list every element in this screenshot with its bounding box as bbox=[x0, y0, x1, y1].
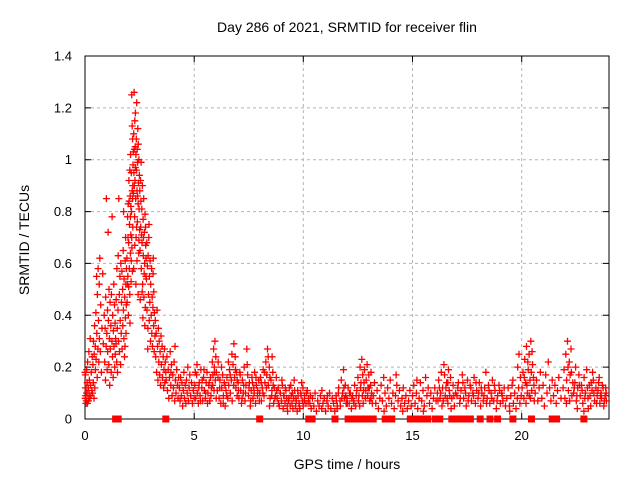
y-tick-label: 1.4 bbox=[54, 49, 72, 64]
x-tick-label: 10 bbox=[296, 428, 310, 443]
x-tick-label: 15 bbox=[405, 428, 419, 443]
x-tick-label: 20 bbox=[514, 428, 528, 443]
x-tick-label: 0 bbox=[81, 428, 88, 443]
y-tick-label: 0 bbox=[65, 412, 72, 427]
y-tick-label: 0.4 bbox=[54, 308, 72, 323]
y-tick-label: 0.2 bbox=[54, 360, 72, 375]
chart-title: Day 286 of 2021, SRMTID for receiver fli… bbox=[217, 19, 477, 35]
y-tick-label: 0.6 bbox=[54, 256, 72, 271]
data-points-layer bbox=[81, 88, 610, 415]
zero-flag-markers-layer bbox=[112, 415, 588, 423]
gridlines bbox=[85, 56, 609, 419]
y-tick-label: 1 bbox=[65, 152, 72, 167]
x-tick-label: 5 bbox=[191, 428, 198, 443]
y-tick-label: 1.2 bbox=[54, 100, 72, 115]
x-axis-label: GPS time / hours bbox=[293, 456, 401, 472]
y-tick-label: 0.8 bbox=[54, 204, 72, 219]
